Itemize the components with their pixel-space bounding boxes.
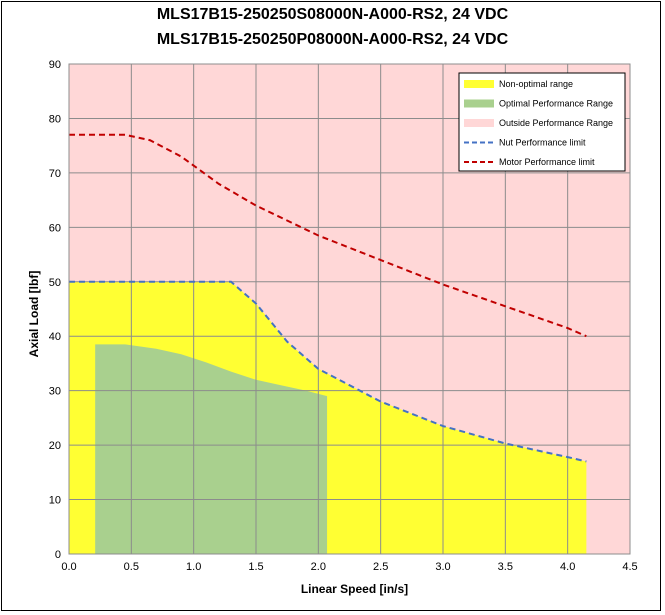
x-tick-label: 0.0	[61, 561, 76, 573]
legend-label: Optimal Performance Range	[499, 99, 613, 109]
dashed-line-series-2	[69, 133, 587, 338]
y-tick-label: 20	[49, 440, 61, 452]
y-tick-label: 80	[49, 113, 61, 125]
y-tick-label: 90	[49, 59, 61, 71]
legend-label: Motor Performance limit	[499, 157, 595, 167]
y-tick-label: 10	[49, 495, 61, 507]
legend-label: Non-optimal range	[499, 79, 573, 89]
chart-subtitle: MLS17B15-250250P08000N-A000-RS2, 24 VDC	[156, 31, 509, 48]
y-tick-label: 30	[49, 386, 61, 398]
x-tick-label: 0.5	[124, 561, 139, 573]
dashed-line-series-1	[69, 280, 587, 463]
x-tick-label: 4.0	[560, 561, 575, 573]
y-tick-label: 40	[49, 331, 61, 343]
y-tick-label: 60	[49, 222, 61, 234]
x-tick-label: 2.0	[311, 561, 326, 573]
x-tick-label: 3.5	[498, 561, 513, 573]
y-tick-label: 50	[49, 277, 61, 289]
x-tick-label: 1.5	[248, 561, 263, 573]
chart-title: MLS17B15-250250S08000N-A000-RS2, 24 VDC	[156, 6, 509, 23]
y-tick-label: 0	[55, 549, 61, 561]
x-tick-label: 3.0	[435, 561, 450, 573]
legend-swatch	[464, 119, 494, 127]
legend-label: Nut Performance limit	[499, 138, 586, 148]
plot-area-border	[68, 63, 631, 555]
x-tick-label: 4.5	[622, 561, 637, 573]
legend-label: Outside Performance Range	[499, 118, 613, 128]
x-tick-label: 1.0	[186, 561, 201, 573]
y-tick-label: 70	[49, 168, 61, 180]
legend-swatch	[464, 99, 494, 108]
y-axis-label: Axial Load [lbf]	[27, 271, 41, 358]
x-tick-label: 2.5	[373, 561, 388, 573]
area-series-2	[95, 344, 328, 554]
legend-swatch	[464, 80, 494, 88]
x-axis-label: Linear Speed [in/s]	[301, 582, 408, 596]
